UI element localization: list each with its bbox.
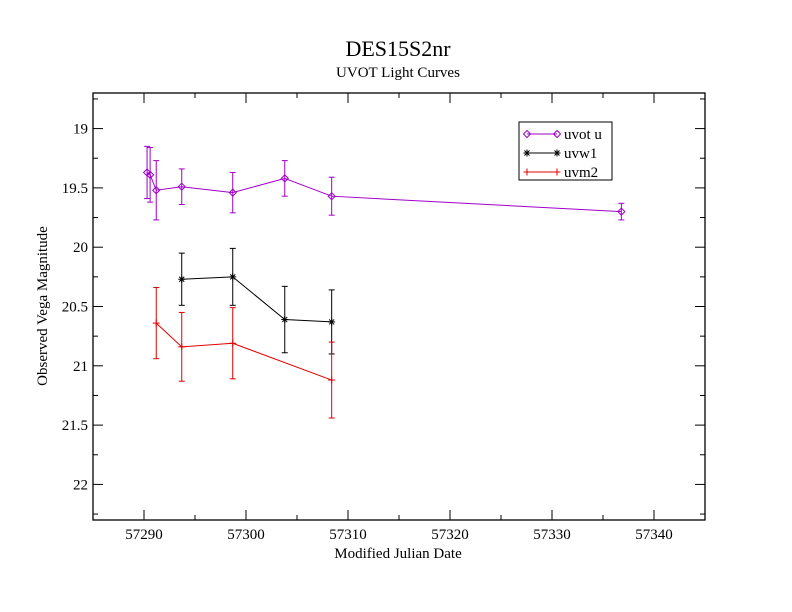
series-line-uvm2 — [155, 322, 332, 381]
legend-item-uvm2: uvm2 — [523, 165, 598, 181]
x-tick-label: 57290 — [125, 527, 163, 543]
data-point-uvm2 — [178, 343, 186, 351]
data-point-uvw1 — [281, 316, 289, 324]
error-bar-uvot-u — [229, 171, 236, 214]
x-tick-label: 57300 — [227, 527, 265, 543]
data-point-uvw1 — [328, 318, 336, 326]
legend-marker-end — [553, 168, 561, 176]
y-tick-label: 22 — [73, 477, 88, 493]
data-point-uvot-u — [280, 174, 289, 183]
data-point-uvm2 — [152, 319, 160, 327]
error-bar-uvot-u — [178, 168, 185, 205]
x-tick-label: 57320 — [431, 527, 469, 543]
legend-item-uvw1: uvw1 — [523, 146, 597, 162]
chart-title: DES15S2nr — [345, 36, 451, 61]
legend-label: uvm2 — [564, 165, 598, 181]
legend-label: uvot u — [564, 127, 602, 143]
y-tick-label: 19 — [73, 122, 88, 138]
x-tick-label: 57310 — [329, 527, 367, 543]
legend: uvot u uvw1 uvm2 — [518, 121, 613, 181]
legend-marker-end — [552, 129, 562, 139]
data-point-uvm2 — [229, 339, 237, 347]
data-point-uvot-u — [228, 188, 237, 197]
y-tick-label: 21 — [73, 359, 88, 375]
series-uvm2 — [152, 287, 336, 419]
data-point-uvot-u — [152, 186, 161, 195]
data-point-uvm2 — [328, 376, 336, 384]
x-tick-label: 57330 — [533, 527, 571, 543]
data-point-uvw1 — [178, 275, 186, 283]
data-point-uvot-u — [177, 182, 186, 191]
data-point-uvot-u — [145, 170, 155, 180]
y-tick-label: 21.5 — [62, 418, 88, 434]
data-point-uvw1 — [229, 273, 237, 281]
series-uvot-u — [142, 145, 626, 221]
plot-frame — [92, 92, 706, 521]
series-line-uvw1 — [181, 276, 332, 323]
error-bar-uvot-u — [618, 202, 625, 221]
series-uvw1 — [178, 247, 336, 355]
legend-box — [518, 121, 613, 181]
legend-item-uvot-u: uvot u — [522, 127, 602, 143]
data-point-uvot-u — [327, 191, 336, 201]
y-axis-label: Observed Vega Magnitude — [35, 226, 51, 386]
error-bar-uvot-u — [147, 147, 154, 203]
x-axis-label: Modified Julian Date — [334, 546, 462, 562]
chart-subtitle: UVOT Light Curves — [336, 65, 460, 81]
error-bar-uvot-u — [328, 176, 335, 216]
legend-marker-end — [553, 149, 561, 157]
legend-marker-start — [522, 129, 532, 139]
legend-marker-start — [523, 149, 531, 157]
error-bar-uvot-u — [153, 160, 160, 221]
x-tick-label: 57340 — [635, 527, 673, 543]
legend-marker-start — [523, 168, 531, 176]
error-bar-uvot-u — [281, 160, 288, 197]
y-tick-label: 20 — [73, 240, 88, 256]
y-tick-label: 19.5 — [62, 181, 88, 197]
data-point-uvot-u — [617, 207, 626, 216]
error-bar-uvot-u — [144, 145, 151, 200]
legend-label: uvw1 — [564, 146, 597, 162]
y-tick-label: 20.5 — [62, 300, 88, 316]
